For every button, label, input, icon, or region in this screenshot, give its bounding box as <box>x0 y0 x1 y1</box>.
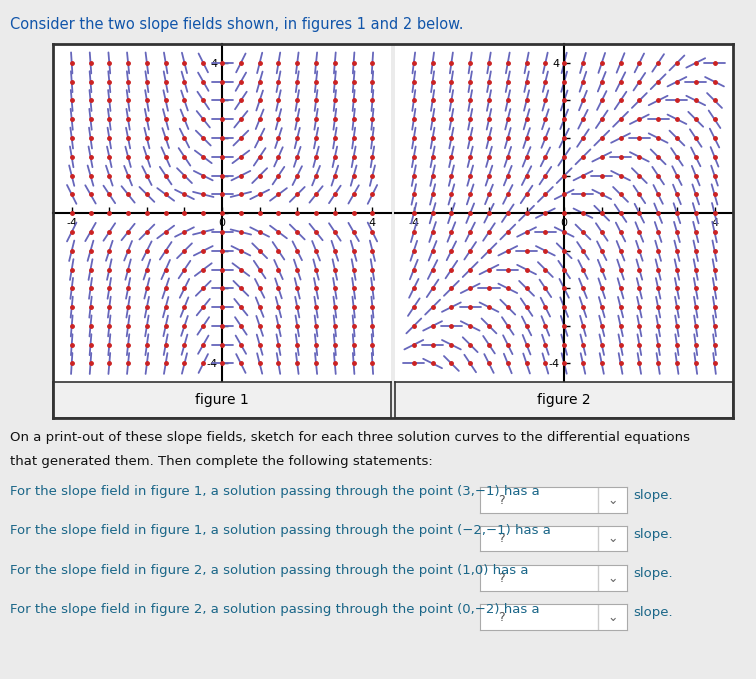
Text: ?: ? <box>497 532 504 545</box>
Text: ?: ? <box>497 611 504 624</box>
Text: ⌄: ⌄ <box>608 611 618 624</box>
Text: ?: ? <box>497 572 504 585</box>
Text: For the slope field in figure 2, a solution passing through the point (1,0) has : For the slope field in figure 2, a solut… <box>10 564 528 576</box>
Text: slope.: slope. <box>634 606 673 619</box>
Text: For the slope field in figure 2, a solution passing through the point (0,−2) has: For the slope field in figure 2, a solut… <box>10 603 540 616</box>
Text: For the slope field in figure 1, a solution passing through the point (3,−1) has: For the slope field in figure 1, a solut… <box>10 485 540 498</box>
Text: slope.: slope. <box>634 528 673 540</box>
Text: figure 2: figure 2 <box>538 393 591 407</box>
Text: ⌄: ⌄ <box>608 532 618 545</box>
Text: For the slope field in figure 1, a solution passing through the point (−2,−1) ha: For the slope field in figure 1, a solut… <box>10 524 550 537</box>
Text: ?: ? <box>497 494 504 507</box>
Text: ⌄: ⌄ <box>608 572 618 585</box>
Text: figure 1: figure 1 <box>195 393 249 407</box>
Text: On a print-out of these slope fields, sketch for each three solution curves to t: On a print-out of these slope fields, sk… <box>10 431 689 444</box>
Text: slope.: slope. <box>634 489 673 502</box>
Text: that generated them. Then complete the following statements:: that generated them. Then complete the f… <box>10 455 432 468</box>
Text: Consider the two slope fields shown, in figures 1 and 2 below.: Consider the two slope fields shown, in … <box>10 17 463 32</box>
Text: ⌄: ⌄ <box>608 494 618 507</box>
Text: slope.: slope. <box>634 567 673 580</box>
